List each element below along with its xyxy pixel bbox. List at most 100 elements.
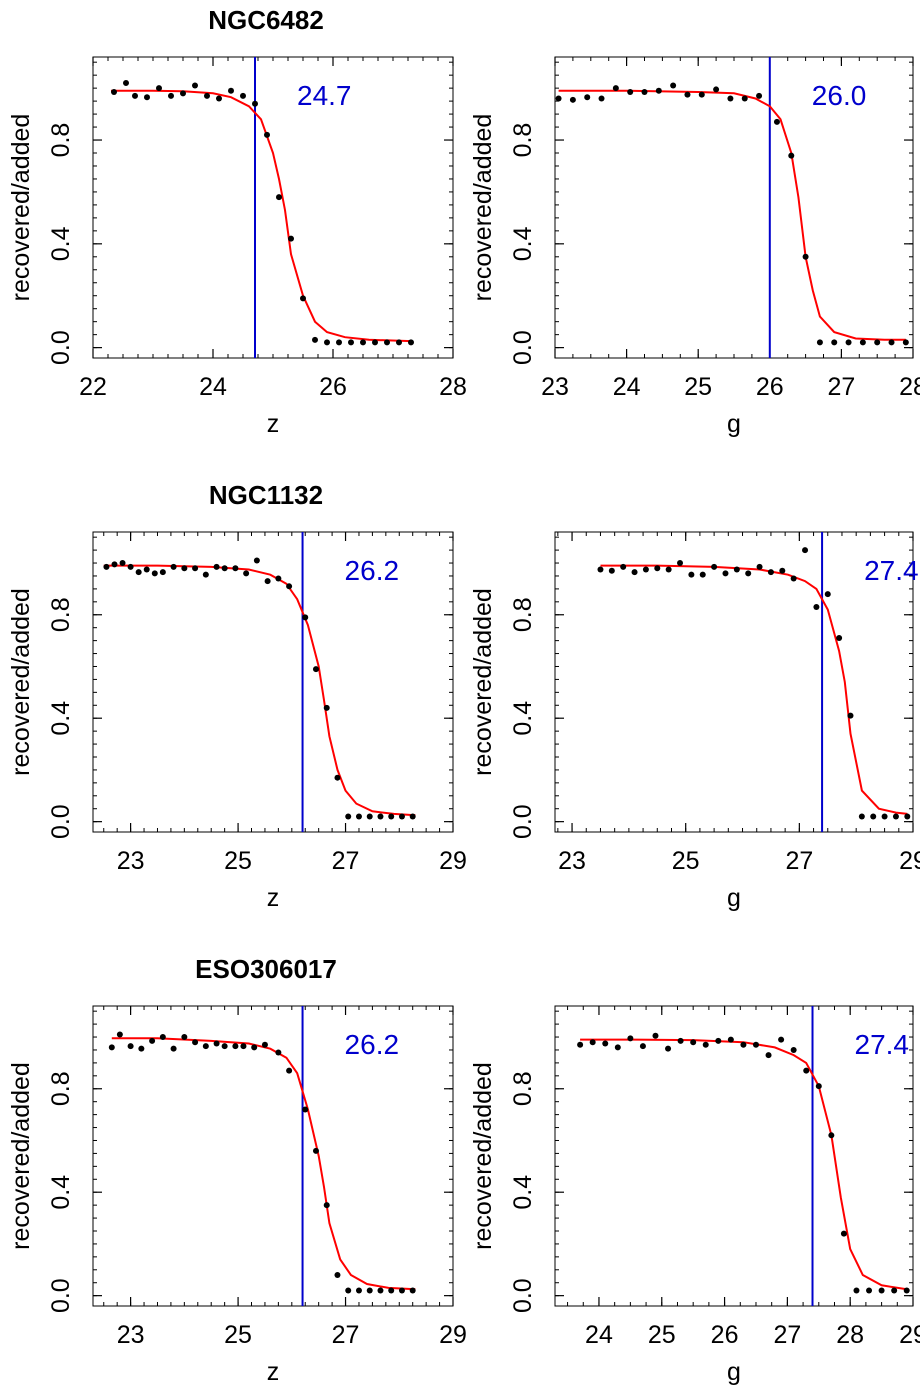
x-tick-label: 25 (224, 1321, 252, 1349)
x-axis-label: g (727, 410, 741, 438)
fit-curve (580, 1038, 907, 1291)
data-point (377, 813, 384, 820)
x-axis-label: z (267, 1358, 280, 1386)
data-point (127, 1043, 134, 1050)
data-point (252, 100, 258, 107)
y-tick-label: 0.4 (47, 701, 75, 736)
data-point (396, 339, 402, 346)
data-point (699, 571, 706, 578)
data-point (654, 565, 661, 572)
y-tick-label: 0.0 (509, 804, 537, 839)
data-point (627, 89, 634, 96)
data-point (202, 1043, 209, 1050)
y-tick-label: 0.0 (509, 1278, 537, 1313)
data-point (159, 1034, 166, 1041)
data-point (866, 1287, 873, 1294)
data-point (727, 1036, 734, 1043)
data-point (790, 1046, 797, 1053)
data-point (597, 566, 604, 573)
x-tick-label: 24 (585, 1321, 613, 1349)
data-point (816, 339, 823, 346)
data-point (127, 563, 134, 570)
data-point (779, 567, 786, 574)
data-point (845, 339, 852, 346)
data-point (874, 339, 881, 346)
panel-1: 22 24 26 28 0.0 0.4 0.8 z recovered/added NGC6482… (7, 5, 467, 438)
data-point (372, 339, 378, 346)
data-point (813, 604, 820, 610)
data-point (334, 774, 341, 781)
x-tick-label: 26 (711, 1321, 739, 1349)
data-point (773, 118, 780, 125)
data-point (569, 96, 576, 103)
data-point (847, 712, 854, 719)
data-point (840, 1230, 847, 1237)
data-point (168, 92, 174, 99)
chart-title: NGC1132 (209, 480, 323, 510)
y-tick-label: 0.0 (509, 330, 537, 365)
x-tick-label: 24 (199, 373, 227, 401)
x-tick-label: 28 (439, 373, 467, 401)
data-point (652, 1032, 659, 1039)
data-point (602, 1040, 609, 1047)
data-point (143, 566, 150, 573)
y-tick-label: 0.8 (47, 123, 75, 158)
data-point (300, 295, 306, 302)
data-point (180, 90, 186, 97)
data-point (589, 1039, 596, 1046)
y-tick-label: 0.0 (47, 330, 75, 365)
data-point (334, 1271, 341, 1278)
fit-curve (111, 1037, 416, 1291)
data-point (858, 813, 865, 820)
completeness-limit-label: 26.2 (345, 555, 400, 586)
data-point (388, 813, 395, 820)
data-point (612, 85, 619, 92)
data-point (135, 569, 142, 576)
data-point (275, 1049, 282, 1056)
data-point (388, 1287, 395, 1294)
data-point (336, 339, 342, 346)
data-point (240, 92, 246, 99)
data-point (765, 1052, 772, 1059)
data-point (170, 1045, 177, 1052)
data-point (312, 1147, 319, 1154)
panel-6: 24 25 26 27 28 29 0.0 0.4 0.8 g recovered/added 27.… (469, 1005, 920, 1386)
data-point (228, 87, 234, 94)
data-point (711, 563, 718, 570)
data-point (598, 95, 605, 102)
data-point (240, 1043, 247, 1050)
data-point (221, 565, 228, 572)
x-tick-label: 26 (319, 373, 347, 401)
data-point (722, 570, 729, 577)
plot-frame (92, 1005, 454, 1307)
x-tick-label: 22 (79, 373, 107, 401)
data-point (111, 561, 118, 568)
y-axis-label: recovered/added (469, 588, 497, 776)
x-tick-label: 27 (332, 1321, 360, 1349)
data-point (323, 1202, 330, 1209)
data-point (878, 1287, 885, 1294)
plot-frame (92, 531, 454, 833)
y-axis-label: recovered/added (7, 1062, 35, 1250)
data-point (903, 1287, 910, 1294)
data-point (170, 563, 177, 570)
data-point (627, 1035, 634, 1042)
data-point (756, 563, 763, 570)
panel-2: 23 24 25 26 27 28 0.0 0.4 0.8 g recovered/added 26.… (469, 56, 920, 438)
data-point (384, 339, 390, 346)
x-tick-label: 29 (439, 1321, 467, 1349)
data-point (870, 813, 877, 820)
data-point (360, 339, 366, 346)
x-tick-label: 23 (558, 847, 586, 875)
data-point (902, 339, 909, 346)
data-point (232, 1043, 239, 1050)
chart-title: ESO306017 (195, 954, 337, 984)
y-axis-label: recovered/added (469, 1062, 497, 1250)
completeness-limit-label: 24.7 (297, 80, 352, 111)
completeness-limit-label: 26.2 (345, 1029, 400, 1060)
plot-frame (554, 531, 914, 833)
data-point (608, 567, 615, 574)
data-point (802, 253, 809, 260)
data-point (202, 571, 209, 578)
data-point (119, 560, 126, 567)
